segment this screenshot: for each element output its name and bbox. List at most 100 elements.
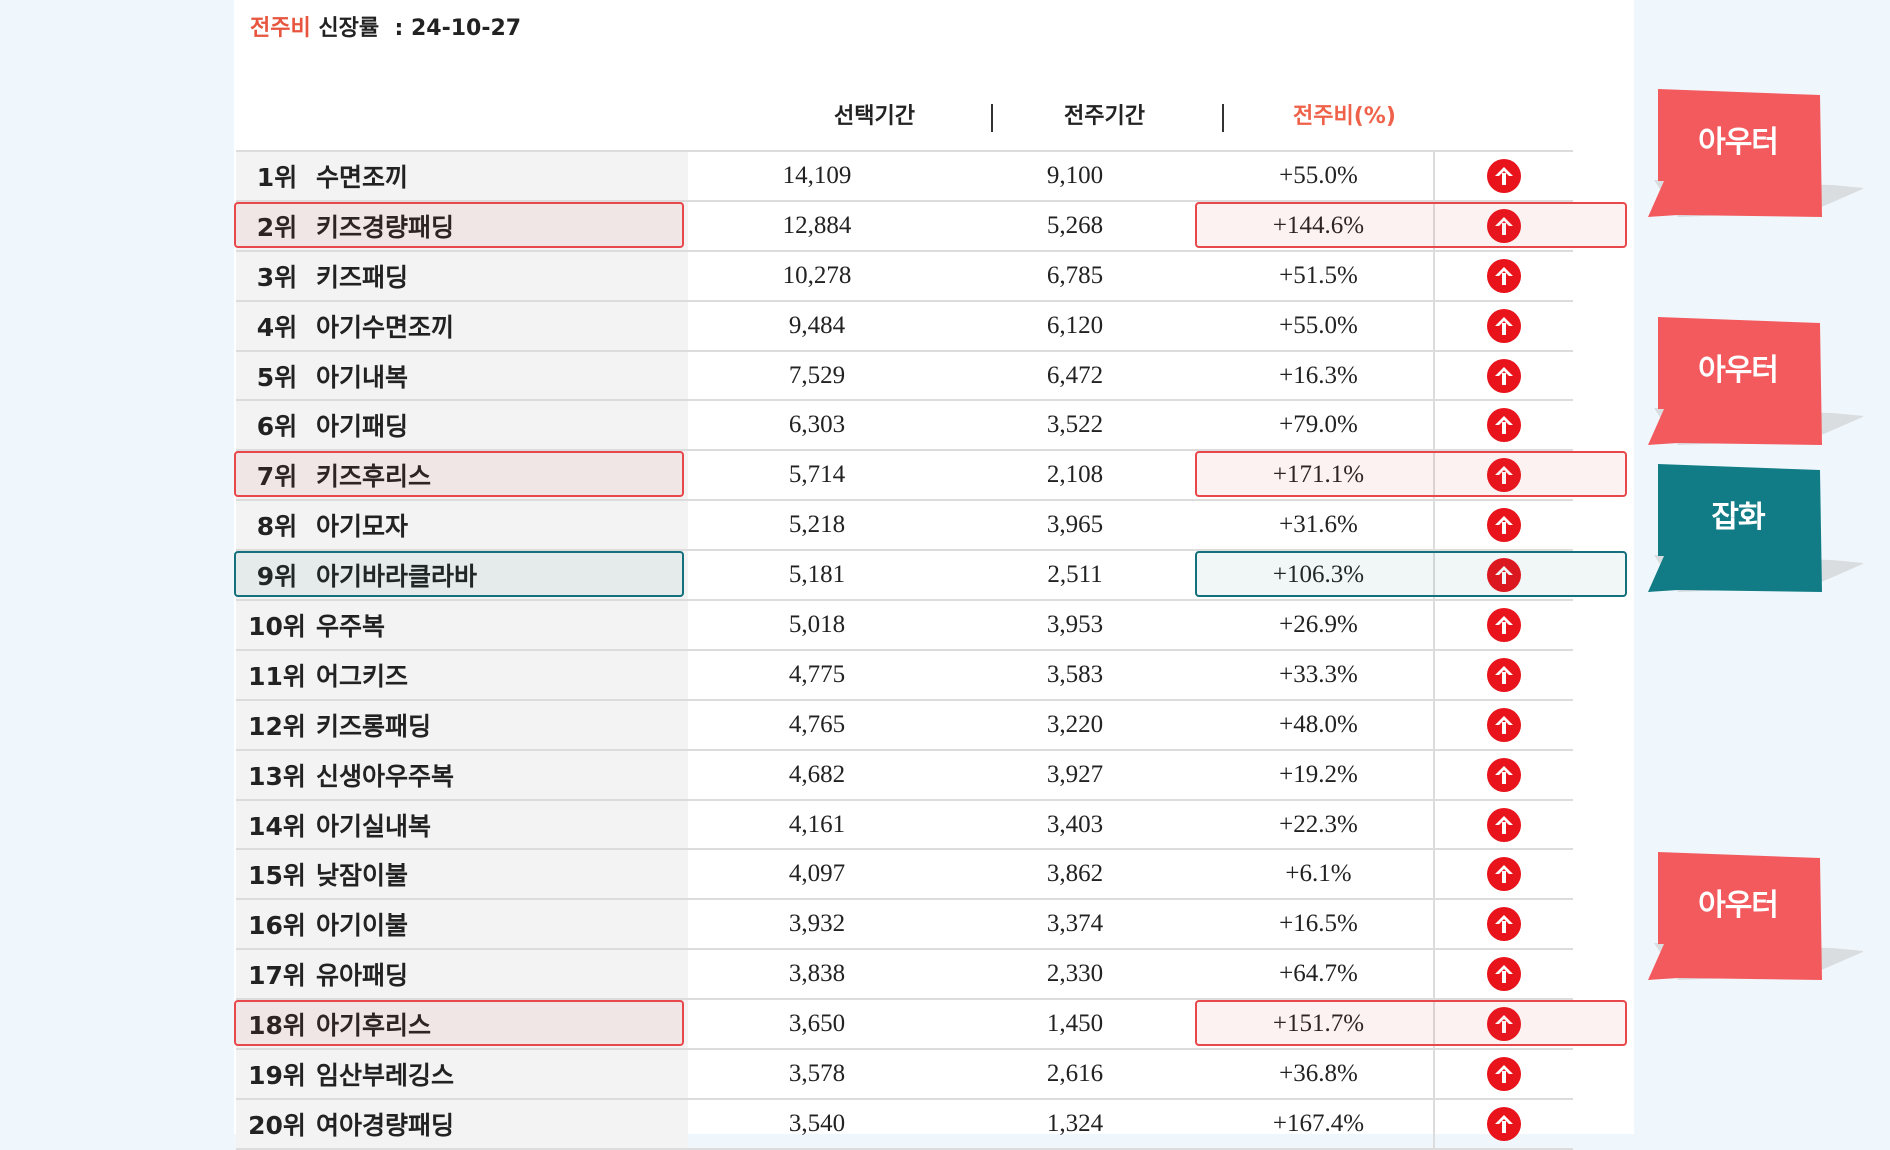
ratio-value: +144.6% [1204,200,1434,252]
row-highlight-box [1195,201,1627,248]
rank-name-cell: 20위 여아경량패딩 [236,1098,688,1150]
title-text: 신장률 [318,16,380,41]
ratio-value: +19.2% [1204,749,1434,801]
ranking-table: 1위 수면조끼 14,109 9,100 +55.0% 2위 키즈경량패딩 12,884 5,2… [236,150,1625,1150]
table-row: 18위 아기후리스 3,650 1,450 +151.7% [236,999,1625,1051]
table-row: 17위 유아패딩 3,838 2,330 +64.7% [236,949,1625,1001]
table-row: 8위 아기모자 5,218 3,965 +31.6% [236,500,1625,552]
previous-period-value: 2,616 [946,1049,1204,1100]
keyword-name: 아기수면조끼 [316,312,455,342]
ratio-value: +36.8% [1204,1049,1434,1100]
rank-name-cell: 17위 유아패딩 [236,949,688,1001]
trend-cell [1433,250,1573,302]
ratio-value: +16.5% [1204,899,1434,951]
trend-cell [1433,200,1573,252]
category-callout: 아우터 [1648,850,1863,985]
trend-cell [1433,849,1573,901]
spacer-cell [1573,400,1625,450]
spacer-cell [1573,650,1625,700]
table-row: 12위 키즈롱패딩 4,765 3,220 +48.0% [236,699,1625,751]
keyword-name: 아기모자 [316,512,409,542]
spacer-cell [1573,301,1625,351]
trend-cell [1433,450,1573,502]
table-row: 9위 아기바라클라바 5,181 2,511 +106.3% [236,550,1625,602]
table-row: 14위 아기실내복 4,161 3,403 +22.3% [236,799,1625,851]
keyword-name: 여아경량패딩 [316,1110,455,1140]
up-arrow-circle-icon [1487,757,1521,792]
previous-period-value: 3,583 [946,649,1204,701]
trend-cell [1433,500,1573,552]
rank-label: 14위 [248,811,306,841]
selected-period-value: 9,484 [688,300,946,352]
keyword-name: 키즈후리스 [316,462,432,492]
spacer-cell [1573,949,1625,999]
up-arrow-circle-icon [1487,957,1521,992]
table-row: 5위 아기내복 7,529 6,472 +16.3% [236,350,1625,402]
spacer-cell [1573,849,1625,899]
selected-period-value: 10,278 [688,250,946,302]
rank-label: 13위 [248,761,306,791]
trend-cell [1433,1098,1573,1150]
table-row: 1위 수면조끼 14,109 9,100 +55.0% [236,150,1625,202]
up-arrow-circle-icon [1487,458,1521,493]
ratio-value: +171.1% [1204,450,1434,502]
header-divider [1222,104,1224,132]
selected-period-value: 7,529 [688,350,946,402]
selected-period-value: 3,578 [688,1049,946,1100]
rank-label: 4위 [256,312,298,342]
spacer-cell [1573,500,1625,550]
up-arrow-circle-icon [1487,1007,1521,1042]
previous-period-value: 1,450 [946,999,1204,1051]
callout-label: 아우터 [1698,353,1779,388]
ratio-value: +33.3% [1204,649,1434,701]
table-row: 13위 신생아우주복 4,682 3,927 +19.2% [236,749,1625,801]
table-row: 7위 키즈후리스 5,714 2,108 +171.1% [236,450,1625,502]
trend-cell [1433,600,1573,651]
keyword-name: 아기후리스 [316,1011,432,1041]
ratio-value: +26.9% [1204,600,1434,651]
category-callout: 아우터 [1648,315,1863,450]
ratio-value: +31.6% [1204,500,1434,552]
previous-period-value: 3,220 [946,699,1204,751]
ratio-value: +48.0% [1204,699,1434,751]
ratio-value: +151.7% [1204,999,1434,1051]
row-highlight-box [234,551,684,598]
selected-period-value: 4,765 [688,699,946,751]
previous-period-value: 2,511 [946,550,1204,602]
column-header-previous: 전주기간 [1064,104,1145,129]
rank-name-cell: 2위 키즈경량패딩 [236,200,688,252]
selected-period-value: 4,161 [688,799,946,851]
rank-name-cell: 19위 임산부레깅스 [236,1049,688,1100]
rank-name-cell: 5위 아기내복 [236,350,688,402]
rank-label: 19위 [248,1060,306,1090]
keyword-name: 아기패딩 [316,412,409,442]
rank-name-cell: 18위 아기후리스 [236,999,688,1051]
table-row: 4위 아기수면조끼 9,484 6,120 +55.0% [236,300,1625,352]
previous-period-value: 5,268 [946,200,1204,252]
selected-period-value: 12,884 [688,200,946,252]
category-callout: 아우터 [1648,87,1863,222]
rank-label: 17위 [248,961,306,991]
rank-name-cell: 3위 키즈패딩 [236,250,688,302]
up-arrow-circle-icon [1487,158,1521,193]
previous-period-value: 3,965 [946,500,1204,552]
rank-label: 9위 [256,562,298,592]
previous-period-value: 3,862 [946,849,1204,901]
rank-label: 11위 [248,661,306,691]
trend-cell [1433,899,1573,951]
callout-label: 아우터 [1698,888,1779,923]
selected-period-value: 3,650 [688,999,946,1051]
ranking-table-body: 1위 수면조끼 14,109 9,100 +55.0% 2위 키즈경량패딩 12,884 5,2… [236,150,1625,1150]
previous-period-value: 3,927 [946,749,1204,801]
spacer-cell [1573,151,1625,201]
rank-label: 5위 [256,362,298,392]
rank-name-cell: 15위 낮잠이불 [236,849,688,901]
ratio-value: +6.1% [1204,849,1434,901]
selected-period-value: 14,109 [688,150,946,202]
ratio-value: +167.4% [1204,1098,1434,1150]
trend-cell [1433,799,1573,851]
keyword-name: 아기내복 [316,362,409,392]
selected-period-value: 6,303 [688,400,946,452]
rank-label: 16위 [248,911,306,941]
keyword-name: 임산부레깅스 [316,1060,455,1090]
